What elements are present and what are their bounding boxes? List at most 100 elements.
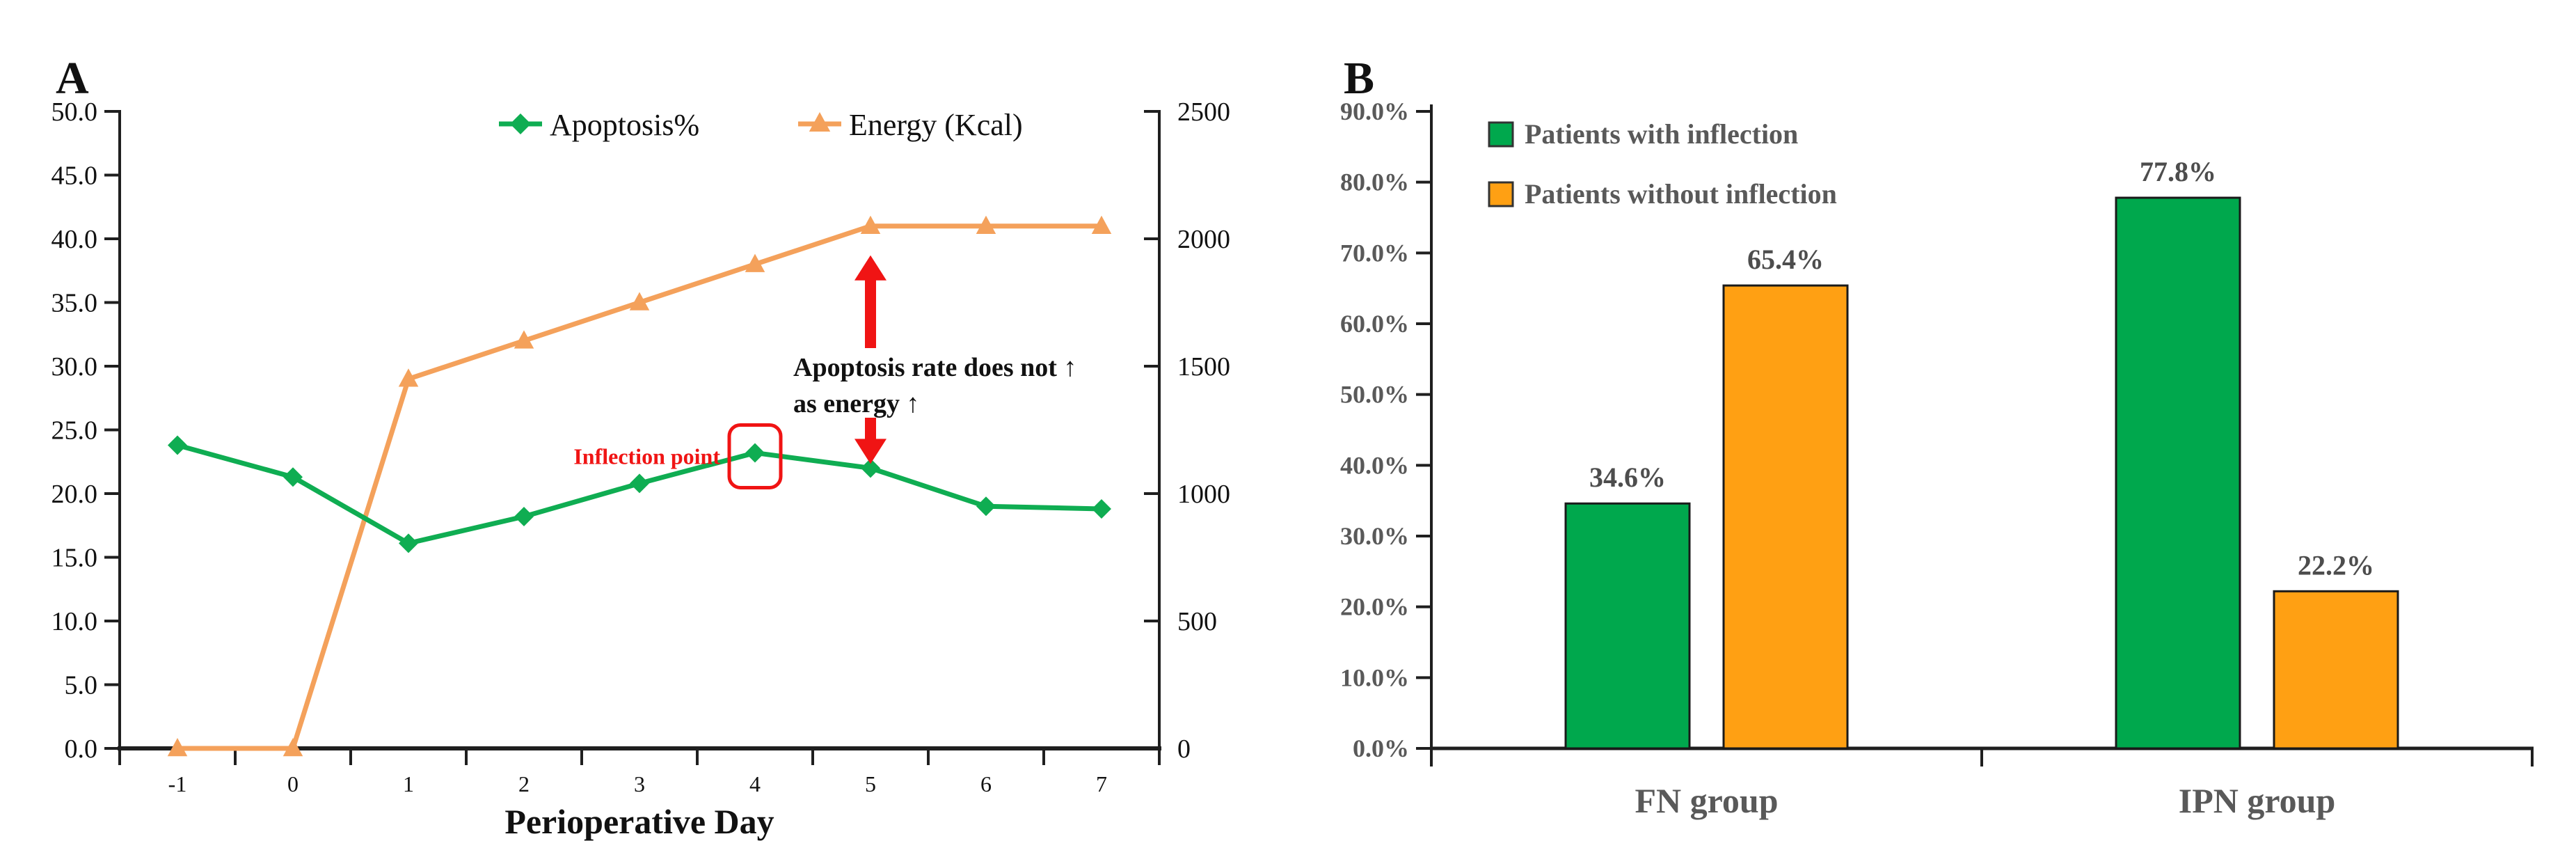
- left-axis-tick-label: 30.0: [51, 352, 98, 382]
- red-up-arrow: [854, 255, 887, 348]
- inflection-point-box: [727, 423, 783, 489]
- legend-item-energy: Energy (Kcal): [798, 108, 1023, 142]
- axes: [118, 110, 1161, 750]
- x-axis-category-label: 6: [980, 771, 992, 796]
- legend-item-without-inflection: Patients without inflection: [1488, 178, 1837, 210]
- x-axis-category-label: FN group: [1635, 781, 1778, 820]
- energy-data-point: [745, 253, 765, 272]
- legend-label-apoptosis: Apoptosis%: [550, 108, 699, 142]
- bar-value-fn-group-without-inflection: 65.4%: [1747, 244, 1824, 275]
- energy-data-point: [1091, 215, 1112, 234]
- x-axis-category-label: 7: [1096, 771, 1107, 796]
- apoptosis-series: [168, 435, 1111, 553]
- x-axis-category-label: 2: [518, 771, 530, 796]
- bars: [1564, 196, 2399, 750]
- apoptosis-data-point: [861, 458, 880, 478]
- legend-item-with-inflection: Patients with inflection: [1488, 118, 1798, 150]
- left-axis-tick-label: 10.0: [51, 607, 98, 636]
- right-axis-tick-label: 0: [1177, 734, 1191, 764]
- energy-series: [167, 215, 1112, 757]
- energy-data-point: [514, 330, 534, 349]
- bar-value-fn-group-with-inflection: 34.6%: [1589, 462, 1666, 493]
- energy-data-point: [629, 292, 650, 310]
- apoptosis-data-point: [745, 443, 765, 463]
- apoptosis-data-point: [514, 506, 534, 526]
- legend-label-without-inflection: Patients without inflection: [1525, 178, 1837, 210]
- apoptosis-data-point: [630, 473, 649, 494]
- apoptosis-data-point: [168, 435, 187, 455]
- annotation-note-line1: Apoptosis rate does not ↑: [793, 353, 1076, 382]
- legend-swatch-without-inflection: [1488, 181, 1514, 207]
- bar-fn-group-with-inflection: [1564, 502, 1691, 750]
- bar-value-ipn-group-with-inflection: 77.8%: [2140, 156, 2216, 187]
- bar-value-ipn-group-without-inflection: 22.2%: [2298, 549, 2374, 581]
- right-axis-tick-label: 2000: [1177, 225, 1230, 254]
- legend: Apoptosis% Energy (Kcal): [499, 108, 1023, 142]
- bar-ipn-group-with-inflection: [2115, 196, 2241, 750]
- apoptosis-data-point: [283, 467, 303, 487]
- left-axis-tick-label: 35.0: [51, 289, 98, 318]
- red-down-arrow: [854, 418, 887, 464]
- x-axis-category-label: 3: [634, 771, 645, 796]
- right-axis-tick-label: 1000: [1177, 480, 1230, 509]
- annotations: Inflection point Apoptosis rate does not …: [573, 255, 1076, 489]
- left-axis-tick-label: 25.0: [51, 416, 98, 446]
- energy-data-point: [860, 215, 881, 234]
- left-axis-tick-label: 50.0: [51, 97, 98, 127]
- panel-b-letter: B: [1344, 53, 1375, 104]
- bar-fn-group-without-inflection: [1722, 284, 1849, 750]
- bar-chart-svg: 0.0% 10.0% 20.0% 30.0% 40.0% 50.0% 60.0% 70.0% 8…: [1340, 97, 2534, 820]
- right-axis-tick-label: 1500: [1177, 352, 1230, 382]
- panel-a-letter: A: [56, 53, 89, 104]
- legend-label-with-inflection: Patients with inflection: [1525, 118, 1798, 150]
- x-axis-category-label: 0: [287, 771, 299, 796]
- left-axis-tick-label: 40.0: [51, 225, 98, 254]
- axis-ticks: [1416, 110, 2534, 766]
- legend-label-energy: Energy (Kcal): [849, 108, 1023, 142]
- energy-data-point: [283, 738, 303, 757]
- energy-data-point: [976, 215, 996, 234]
- x-axis-category-label: 1: [403, 771, 414, 796]
- y-axis-tick-label: 80.0%: [1340, 168, 1409, 196]
- y-axis-tick-label: 10.0%: [1340, 663, 1409, 691]
- legend-item-apoptosis: Apoptosis%: [499, 108, 699, 142]
- y-axis-tick-label: 30.0%: [1340, 522, 1409, 550]
- y-axis-tick-label: 40.0%: [1340, 451, 1409, 479]
- left-axis-tick-label: 5.0: [65, 671, 98, 700]
- bar-ipn-group-without-inflection: [2273, 590, 2399, 750]
- panel-b: B 0.0% 10.0% 20.0% 30.0% 40.0% 50.0% 60.0% 70.0…: [1288, 0, 2576, 857]
- energy-data-point: [398, 368, 419, 387]
- y-axis-tick-label: 20.0%: [1340, 593, 1409, 621]
- apoptosis-data-point: [1092, 498, 1111, 519]
- y-axis-tick-label: 90.0%: [1340, 97, 1409, 125]
- axis-tick-labels: 0.05.010.015.020.025.030.035.040.045.050…: [51, 97, 1231, 796]
- inflection-point-label: Inflection point: [573, 443, 720, 469]
- apoptosis-data-point: [399, 533, 418, 553]
- y-axis-tick-label: 50.0%: [1340, 381, 1409, 409]
- x-axis-title: Perioperative Day: [504, 802, 774, 841]
- right-axis-tick-label: 500: [1177, 607, 1217, 636]
- line-chart-svg: 0.05.010.015.020.025.030.035.040.045.050…: [51, 97, 1231, 841]
- axis-tick-labels: 0.0% 10.0% 20.0% 30.0% 40.0% 50.0% 60.0% 70.0% 8…: [1340, 97, 2335, 820]
- y-axis-tick-label: 60.0%: [1340, 310, 1409, 338]
- x-axis-category-label: IPN group: [2179, 781, 2336, 820]
- left-axis-tick-label: 15.0: [51, 544, 98, 573]
- legend-swatch-with-inflection: [1488, 121, 1514, 148]
- annotation-note-line2: as energy ↑: [793, 389, 920, 418]
- y-axis-tick-label: 0.0%: [1353, 734, 1409, 762]
- legend-triangle-marker: [809, 112, 831, 132]
- left-axis-tick-label: 20.0: [51, 480, 98, 509]
- right-axis-tick-label: 2500: [1177, 97, 1230, 127]
- axis-ticks: [104, 110, 1161, 765]
- x-axis-category-label: -1: [168, 771, 187, 796]
- left-axis-tick-label: 0.0: [65, 734, 98, 764]
- apoptosis-data-point: [976, 496, 996, 517]
- x-axis-category-label: 5: [865, 771, 876, 796]
- x-axis-category-label: 4: [749, 771, 761, 796]
- legend: Patients with inflection Patients without…: [1488, 118, 1837, 210]
- y-axis-tick-label: 70.0%: [1340, 239, 1409, 267]
- legend-diamond-marker: [510, 113, 531, 134]
- energy-data-point: [167, 738, 188, 757]
- panel-a: A 0.0 5.0 10.0 15.0 20.0 25.0 30.0 35.0 40.0 45.0…: [51, 53, 1231, 842]
